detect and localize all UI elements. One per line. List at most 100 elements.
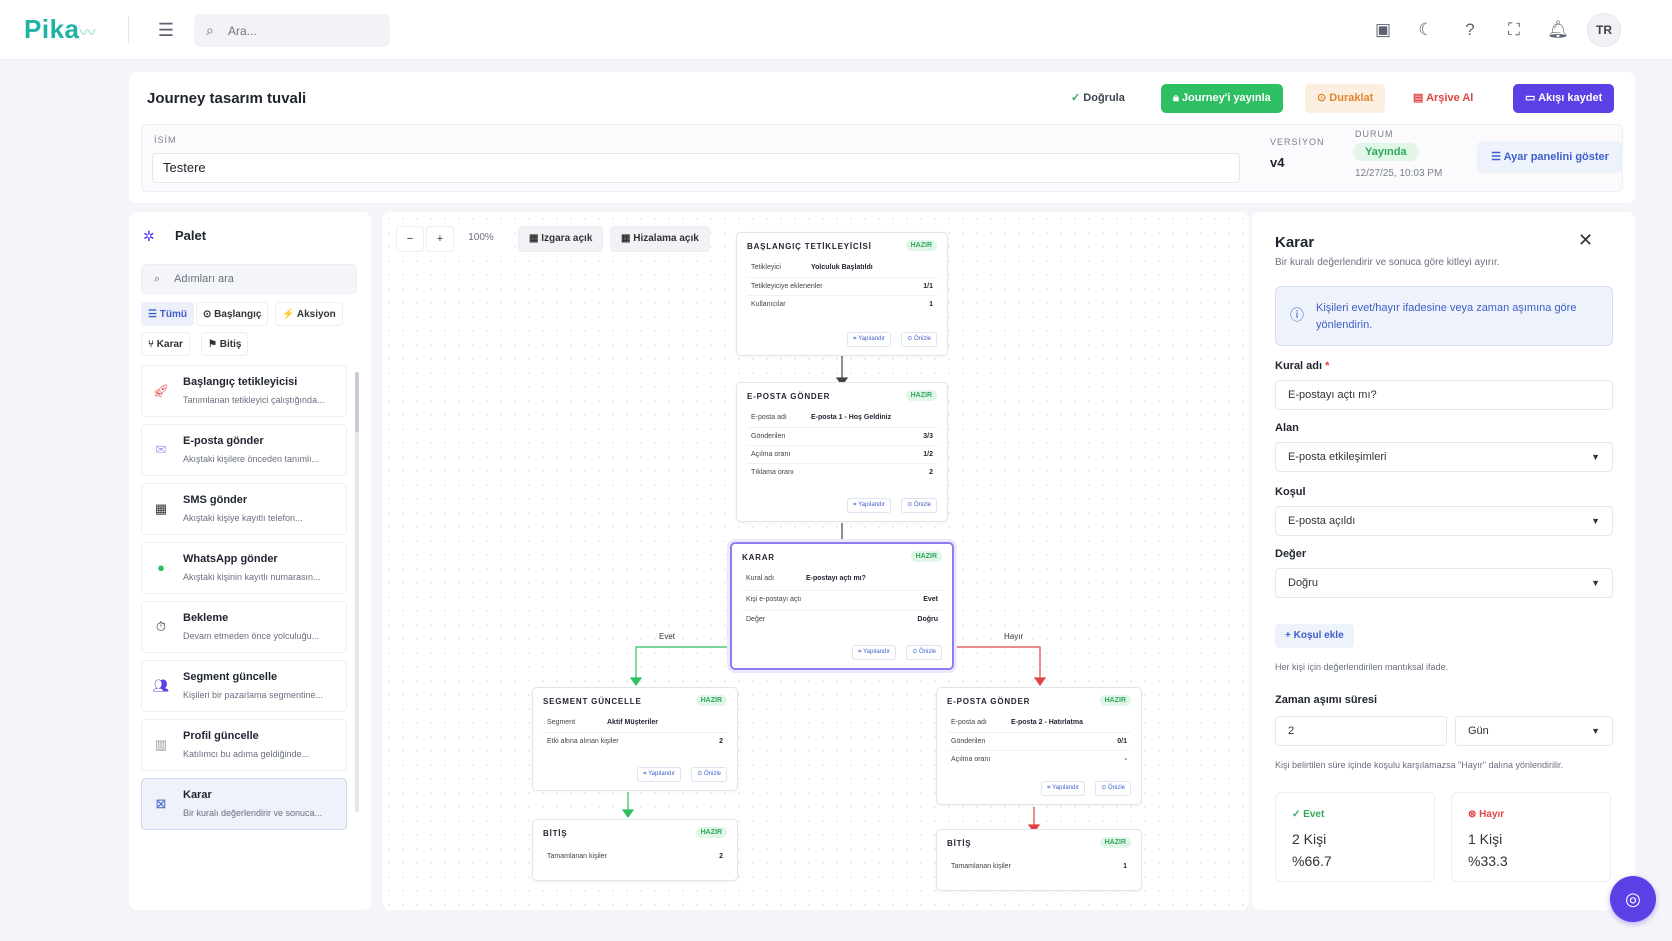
publish-button[interactable]: 🔒︎ Journey'i yayınla <box>1161 84 1283 113</box>
palette-scroll-thumb[interactable] <box>355 372 359 432</box>
palette-item-send-sms[interactable]: ▦ SMS gönder Akıştaki kişiye kayıtlı tel… <box>141 483 347 535</box>
status-label: DURUM <box>1355 129 1394 139</box>
palette-item-send-whatsapp[interactable]: ● WhatsApp gönder Akıştaki kişinin kayıt… <box>141 542 347 594</box>
node-update-segment[interactable]: SEGMENT GÜNCELLE HAZIR Segment Aktif Müşt… <box>532 687 738 791</box>
palette-item-wait[interactable]: ⏱︎ Bekleme Devam etmeden önce yolculuğu.… <box>141 601 347 653</box>
journey-header: Journey tasarım tuvali ✓ Doğrula 🔒︎ Jour… <box>129 72 1635 203</box>
preview-button[interactable]: ⊙ Önizle <box>901 498 937 513</box>
archive-button[interactable]: ▤ Arşive Al <box>1401 84 1486 113</box>
filter-end[interactable]: ⚑ Bitiş <box>201 332 249 356</box>
palette-title: Palet <box>175 228 207 243</box>
align-toggle[interactable]: ▦ Hizalama açık <box>610 226 710 252</box>
palette-item-update-segment[interactable]: 👥︎ Segment güncelle Kişileri bir pazarla… <box>141 660 347 712</box>
decision-icon: ⊠ <box>155 796 167 811</box>
node-send-email-1[interactable]: E-POSTA GÖNDER HAZIR E-posta adı E-posta … <box>736 382 948 522</box>
show-settings-button[interactable]: ☰ Ayar panelini göster <box>1477 141 1623 173</box>
configure-button[interactable]: ⌗ Yapılandır <box>847 498 891 513</box>
search-input[interactable] <box>228 14 378 47</box>
journey-name-field[interactable]: Testere <box>152 153 1240 183</box>
timer-icon: ⏱︎ <box>155 619 167 634</box>
configure-button[interactable]: ⌗ Yapılandır <box>637 767 681 782</box>
edge-segment-end <box>621 792 635 819</box>
logo[interactable]: Pika〰 <box>24 14 97 44</box>
condition-select[interactable]: E-posta açıldı ▼ <box>1275 506 1613 536</box>
palette-item-decision[interactable]: ⊠ Karar Bir kuralı değerlendirir ve sonu… <box>141 778 347 830</box>
configure-button[interactable]: ⌗ Yapılandır <box>852 645 896 660</box>
add-condition-button[interactable]: + Koşul ekle <box>1275 624 1354 648</box>
bell-icon[interactable]: 🔔︎ <box>1547 20 1569 39</box>
timeout-hint: Kişi belirtilen süre içinde koşulu karşı… <box>1275 760 1564 770</box>
status-badge: HAZIR <box>1099 695 1131 706</box>
node-row: Segment Aktif Müşteriler <box>547 719 658 726</box>
check-circle-icon: ✓ <box>1292 809 1301 820</box>
close-icon[interactable]: ✕ <box>1578 230 1594 250</box>
configure-button[interactable]: ⌗ Yapılandır <box>847 332 891 347</box>
check-circle-icon: ✓ <box>1071 92 1081 104</box>
avatar[interactable]: TR <box>1587 13 1621 47</box>
node-end-2[interactable]: BİTİŞ HAZIR Tamamlanan kişiler 1 <box>936 829 1142 891</box>
filter-decision[interactable]: ⑂ Karar <box>141 332 190 356</box>
chevron-down-icon: ▼ <box>1591 578 1600 588</box>
filter-start[interactable]: ⊙ Başlangıç <box>196 302 269 326</box>
wallet-icon[interactable]: ▣ <box>1374 20 1392 39</box>
users-icon: 👥︎ <box>152 678 170 693</box>
preview-button[interactable]: ⊙ Önizle <box>691 767 727 782</box>
design-canvas[interactable]: − + 100% ▦ Izgara açık ▦ Hizalama açık E… <box>382 212 1249 910</box>
yes-branch-stat: ✓ Evet 2 Kişi %66.7 <box>1275 792 1435 882</box>
palette-scrollbar[interactable] <box>355 372 359 812</box>
preview-button[interactable]: ⊙ Önizle <box>901 332 937 347</box>
preview-button[interactable]: ⊙ Önizle <box>906 645 942 660</box>
menu-icon[interactable]: ☰ <box>157 20 175 40</box>
x-circle-icon: ⊗ <box>1468 809 1477 820</box>
node-decision[interactable]: KARAR HAZIR Kural adı E-postayı açtı mı? … <box>730 542 954 670</box>
verify-button[interactable]: ✓ Doğrula <box>1059 84 1137 113</box>
timeout-unit-select[interactable]: Gün ▼ <box>1455 716 1613 746</box>
node-row: Değer Doğru <box>742 610 942 627</box>
node-send-email-2[interactable]: E-POSTA GÖNDER HAZIR E-posta adı E-posta … <box>936 687 1142 805</box>
search-icon: ⌕ <box>154 273 161 285</box>
timeout-label: Zaman aşımı süresi <box>1275 694 1378 706</box>
pause-button[interactable]: ⊙ Duraklat <box>1305 84 1386 113</box>
node-row: Gönderilen 0/1 <box>947 732 1131 749</box>
configure-button[interactable]: ⌗ Yapılandır <box>1041 781 1085 796</box>
divider <box>128 16 129 44</box>
status-badge: HAZIR <box>910 551 942 562</box>
node-start-trigger[interactable]: BAŞLANGIÇ TETİKLEYİCİSİ HAZIR Tetikleyic… <box>736 232 948 356</box>
grid-toggle[interactable]: ▦ Izgara açık <box>518 226 604 252</box>
zoom-in-button[interactable]: + <box>426 226 454 252</box>
save-flow-button[interactable]: ▭ Akışı kaydet <box>1513 84 1615 113</box>
journey-meta: İSİM Testere VERSİYON v4 DURUM Yayında 1… <box>141 124 1623 192</box>
status-badge: HAZIR <box>905 240 937 251</box>
palette-item-send-email[interactable]: ✉ E-posta gönder Akıştaki kişilere önced… <box>141 424 347 476</box>
rule-name-label: Kural adı * <box>1275 360 1330 372</box>
search-icon: ⌕ <box>206 22 214 38</box>
help-icon[interactable]: ? <box>1465 20 1475 39</box>
field-select[interactable]: E-posta etkileşimleri ▼ <box>1275 442 1613 472</box>
dark-mode-icon[interactable]: ☾ <box>1418 20 1434 39</box>
filter-all[interactable]: ☰ Tümü <box>141 302 194 326</box>
support-chat-button[interactable]: ◎ <box>1610 876 1656 922</box>
preview-button[interactable]: ⊙ Önizle <box>1095 781 1131 796</box>
node-row: Tıklama oranı 2 <box>747 463 937 480</box>
no-branch-stat: ⊗ Hayır 1 Kişi %33.3 <box>1451 792 1611 882</box>
palette-item-start-trigger[interactable]: 🚀︎ Başlangıç tetikleyicisi Tanımlanan te… <box>141 365 347 417</box>
edge-label-no: Hayır <box>1004 632 1024 641</box>
global-search[interactable]: ⌕ <box>194 14 390 47</box>
palette-item-update-profile[interactable]: ▥ Profil güncelle Katılımcı bu adıma gel… <box>141 719 347 771</box>
inspector-subtitle: Bir kuralı değerlendirir ve sonuca göre … <box>1275 257 1500 268</box>
chevron-down-icon: ▼ <box>1591 452 1600 462</box>
status-badge: HAZIR <box>695 827 727 838</box>
palette-search-input[interactable]: ⌕ Adımları ara <box>141 264 357 294</box>
info-callout: ⓘ Kişileri evet/hayır ifadesine veya zam… <box>1275 286 1613 346</box>
rule-name-input[interactable]: E-postayı açtı mı? <box>1275 380 1613 410</box>
status-badge: HAZIR <box>695 695 727 706</box>
filter-action[interactable]: ⚡ Aksiyon <box>275 302 343 326</box>
timeout-input[interactable]: 2 <box>1275 716 1447 746</box>
node-end-1[interactable]: BİTİŞ HAZIR Tamamlanan kişiler 2 <box>532 819 738 881</box>
zoom-out-button[interactable]: − <box>396 226 424 252</box>
node-row: Tetikleyiciye eklenenler 1/1 <box>747 277 937 294</box>
status-date: 12/27/25, 10:03 PM <box>1355 168 1443 179</box>
sms-icon: ▦ <box>154 501 168 516</box>
fullscreen-icon[interactable]: ⛶ <box>1508 20 1520 39</box>
value-select[interactable]: Doğru ▼ <box>1275 568 1613 598</box>
